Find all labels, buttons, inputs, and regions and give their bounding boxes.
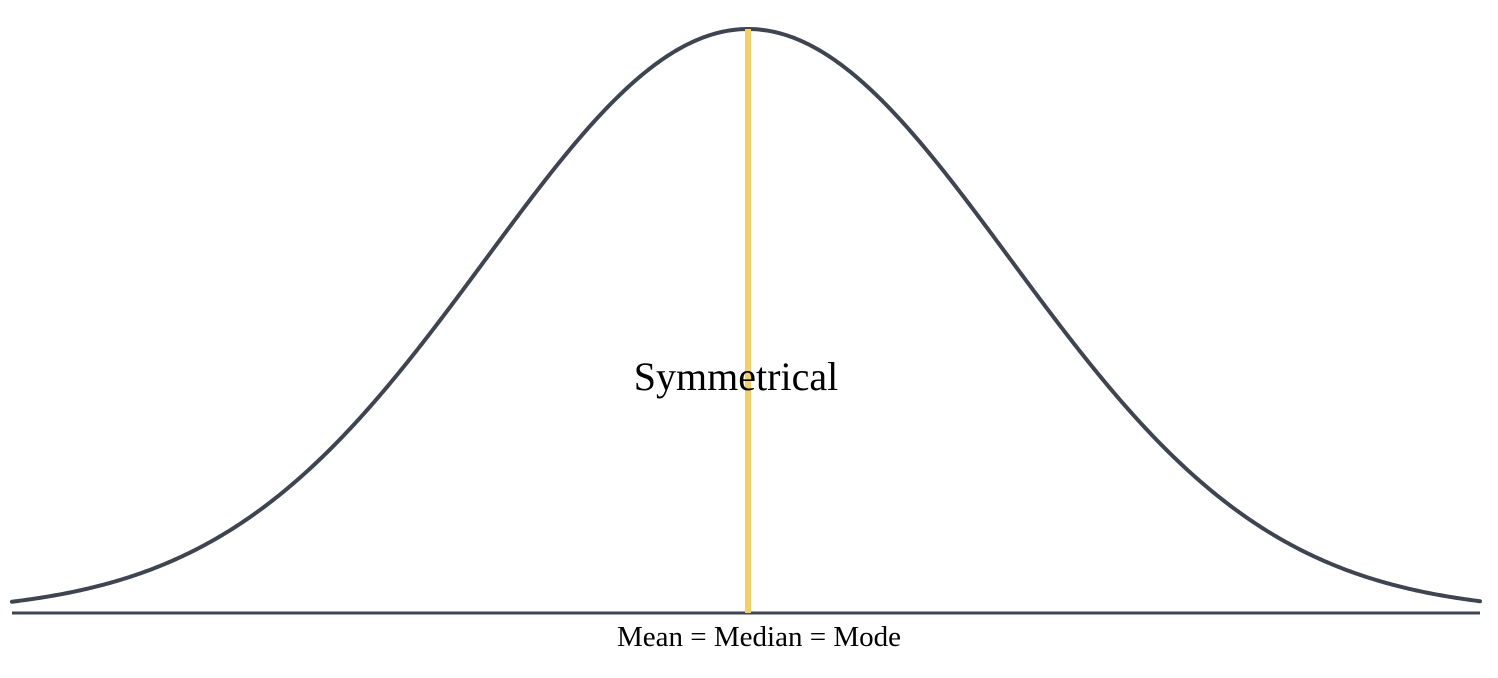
axis-caption: Mean = Median = Mode [617, 621, 901, 653]
distribution-label: Symmetrical [634, 354, 838, 399]
